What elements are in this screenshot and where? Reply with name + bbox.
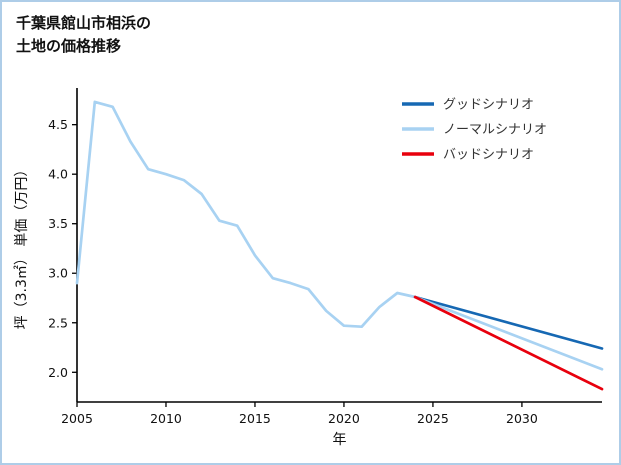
y-tick-label: 2.5 xyxy=(48,315,68,330)
y-tick-label: 2.0 xyxy=(48,365,68,380)
series-line-bad xyxy=(413,295,604,391)
legend-label: バッドシナリオ xyxy=(443,148,534,163)
series-line-historical xyxy=(75,100,417,329)
x-axis-title: 年 xyxy=(333,432,347,448)
y-axis-title: 坪（3.3㎡） 単価（万円） xyxy=(14,163,30,330)
y-tick-label: 3.5 xyxy=(48,216,68,231)
legend-item-2: バッドシナリオ xyxy=(402,148,534,163)
x-tick-label: 2015 xyxy=(239,411,271,426)
series-line-normal xyxy=(413,295,604,371)
series-line-good xyxy=(413,295,604,350)
x-tick-label: 2025 xyxy=(417,411,449,426)
x-tick-label: 2010 xyxy=(150,411,182,426)
page-title: 千葉県館山市相浜の 土地の価格推移 xyxy=(16,12,151,59)
y-tick-label: 3.0 xyxy=(48,266,68,281)
x-tick-label: 2020 xyxy=(328,411,360,426)
legend-item-1: ノーマルシナリオ xyxy=(402,123,547,138)
y-tick-label: 4.5 xyxy=(48,117,68,132)
page-title-line1: 千葉県館山市相浜の xyxy=(16,14,152,32)
legend-item-0: グッドシナリオ xyxy=(402,98,534,113)
page-title-line2: 土地の価格推移 xyxy=(16,37,122,56)
x-tick-label: 2030 xyxy=(506,411,538,426)
x-tick-label: 2005 xyxy=(61,411,93,426)
y-tick-label: 4.0 xyxy=(48,167,68,182)
legend-label: ノーマルシナリオ xyxy=(443,123,547,138)
legend-label: グッドシナリオ xyxy=(443,98,534,113)
